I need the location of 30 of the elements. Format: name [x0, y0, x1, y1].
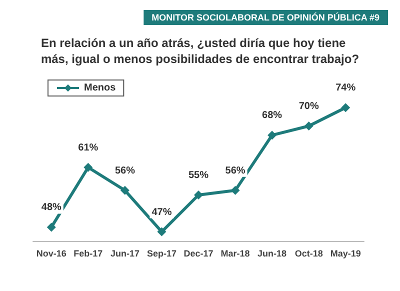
data-label: 48%	[41, 202, 62, 214]
x-tick-label: Sep-17	[146, 248, 176, 258]
data-label: 47%	[152, 206, 172, 218]
point	[268, 130, 277, 140]
point	[84, 162, 93, 172]
data-label: 70%	[298, 101, 319, 112]
point	[341, 103, 350, 112]
chart-title: En relación a un año atrás, ¿usted diría que hoy tiene más, igual o menos posibilidades de encontrar trabajo?	[40, 36, 360, 66]
point	[157, 227, 166, 236]
data-label: 56%	[225, 165, 246, 176]
legend-label: Menos	[84, 82, 116, 94]
x-tick-label: Nov-16	[36, 248, 66, 258]
x-tick-label: May-19	[330, 248, 361, 258]
x-tick-label: Jun-18	[258, 248, 287, 258]
point	[46, 222, 56, 232]
x-tick-label: Dec-17	[184, 248, 214, 258]
point	[194, 190, 203, 200]
data-label: 55%	[188, 170, 209, 181]
x-tick-label: Feb-17	[74, 248, 103, 258]
data-label: 74%	[336, 82, 356, 94]
point	[120, 186, 130, 195]
point	[304, 122, 314, 130]
x-tick-label: Mar-18	[220, 248, 250, 258]
text: MONITOR SOCIOLABORAL DE OPINIÓN PÚBLICA #9	[152, 12, 380, 22]
x-tick-label: Jun-17	[110, 248, 140, 258]
data-label: 56%	[114, 165, 136, 176]
data-label: 61%	[78, 142, 98, 154]
x-tick-label: Oct-18	[294, 248, 323, 258]
point	[230, 186, 240, 195]
data-label: 68%	[262, 110, 282, 122]
